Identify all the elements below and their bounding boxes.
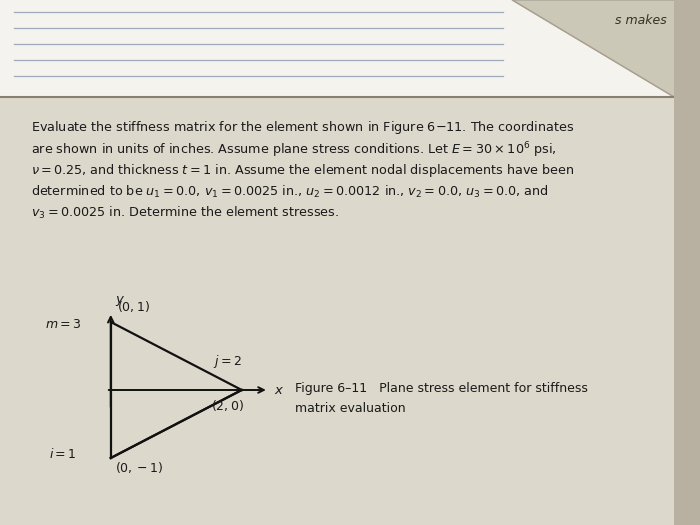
Text: $j = 2$: $j = 2$ [213, 353, 241, 370]
Text: $y$: $y$ [115, 294, 125, 308]
Text: $\nu = 0.25$, and thickness $t = 1$ in. Assume the element nodal displacements h: $\nu = 0.25$, and thickness $t = 1$ in. … [31, 162, 574, 179]
Text: determined to be $u_1 = 0.0$, $v_1 = 0.0025$ in., $u_2 = 0.0012$ in., $v_2 = 0.0: determined to be $u_1 = 0.0$, $v_1 = 0.0… [31, 184, 548, 200]
Text: are shown in units of inches. Assume plane stress conditions. Let $E = 30 \times: are shown in units of inches. Assume pla… [31, 141, 556, 160]
Text: $(0, -1)$: $(0, -1)$ [115, 460, 163, 475]
Text: $x$: $x$ [274, 383, 284, 396]
Text: Evaluate the stiffness matrix for the element shown in Figure 6$-$11. The coordi: Evaluate the stiffness matrix for the el… [31, 119, 574, 136]
Text: s makes: s makes [615, 14, 666, 27]
Polygon shape [512, 0, 674, 97]
Text: $(0, 1)$: $(0, 1)$ [116, 299, 150, 314]
Text: matrix evaluation: matrix evaluation [295, 402, 405, 415]
Bar [0, 97, 674, 525]
Bar [0, 0, 674, 97]
Text: $i = 1$: $i = 1$ [48, 447, 76, 461]
Text: $v_3 = 0.0025$ in. Determine the element stresses.: $v_3 = 0.0025$ in. Determine the element… [31, 205, 339, 221]
Text: $m = 3$: $m = 3$ [46, 318, 82, 331]
Text: $(2, 0)$: $(2, 0)$ [211, 398, 244, 413]
Text: Figure 6–11   Plane stress element for stiffness: Figure 6–11 Plane stress element for sti… [295, 382, 587, 395]
